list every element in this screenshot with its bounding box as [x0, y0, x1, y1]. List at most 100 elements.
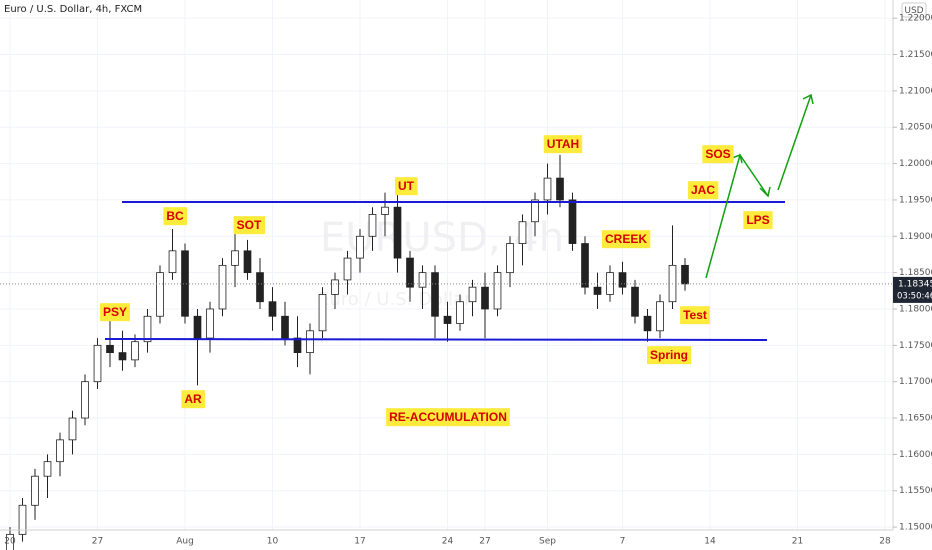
- price-axis: [893, 0, 932, 550]
- annotation: BC: [166, 209, 184, 223]
- candle-body: [56, 439, 64, 463]
- annotation: UTAH: [547, 137, 579, 151]
- annotation-bg: [181, 390, 205, 409]
- last-price-label: 1.18345: [898, 279, 932, 289]
- x-tick-label: Sep: [539, 537, 556, 547]
- candle-body: [343, 257, 352, 281]
- candle-body: [106, 344, 114, 354]
- annotation-bg: [680, 306, 710, 325]
- candle-body: [581, 243, 589, 288]
- candle-body: [318, 294, 327, 332]
- candle-body: [143, 315, 152, 343]
- annotation-bg: [163, 207, 187, 226]
- candle-body: [518, 221, 527, 244]
- candle-body: [256, 272, 264, 303]
- y-tick-label: 1.20000: [899, 159, 932, 169]
- candle-body: [306, 330, 314, 354]
- candle-body: [93, 344, 102, 383]
- annotation: SOS: [705, 147, 730, 161]
- annotation: CREEK: [605, 232, 647, 246]
- y-tick-label: 1.16500: [899, 414, 932, 424]
- candle-body: [131, 341, 139, 361]
- candle-body: [356, 235, 364, 259]
- candle-body: [18, 504, 27, 535]
- candle-body: [443, 315, 452, 324]
- candle-body: [331, 279, 339, 295]
- candle-body: [456, 301, 464, 324]
- annotation-bg: [647, 346, 691, 365]
- candle-body: [231, 250, 239, 266]
- x-tick-label: 27: [479, 537, 490, 547]
- projection-arrow: [777, 94, 812, 191]
- annotation-bg: [743, 211, 773, 230]
- x-tick-label: 10: [267, 537, 279, 547]
- y-tick-label: 1.21000: [899, 86, 932, 96]
- annotation: UT: [398, 179, 415, 193]
- last-price-box: [893, 276, 932, 303]
- candle-body: [593, 286, 602, 295]
- arrow-head: [759, 186, 771, 198]
- candle-body: [156, 272, 164, 317]
- candle-body: [368, 214, 377, 237]
- countdown: 03:50:46: [897, 291, 932, 301]
- arrow-head: [731, 154, 743, 164]
- candle-body: [43, 461, 52, 477]
- x-tick-label: Aug: [176, 537, 194, 547]
- drawings: [104, 93, 814, 341]
- annotation-bg: [386, 408, 510, 427]
- candle-body: [218, 264, 227, 310]
- x-tick-label: 24: [442, 537, 454, 547]
- annotation: Spring: [650, 348, 688, 362]
- x-tick-label: 27: [92, 537, 103, 547]
- watermark-subtitle: Euro / U.S. Dollar: [318, 289, 472, 310]
- currency-box: [901, 2, 927, 18]
- y-tick-label: 1.18000: [899, 304, 932, 314]
- candle-body: [493, 272, 502, 310]
- candle-body: [206, 308, 214, 339]
- y-tick-label: 1.17000: [899, 377, 932, 387]
- chart-title: Euro / U.S. Dollar, 4h, FXCM: [4, 4, 142, 15]
- candle-body: [81, 381, 89, 419]
- candle-body: [418, 272, 427, 288]
- candle-body: [268, 301, 277, 317]
- candle-body: [118, 352, 127, 361]
- y-tick-label: 1.19000: [899, 232, 932, 242]
- x-tick-label: 7: [620, 537, 626, 547]
- arrow-head: [802, 93, 814, 105]
- annotation-bg: [99, 303, 131, 322]
- candle-body: [543, 177, 552, 201]
- y-tick-label: 1.17500: [899, 341, 932, 351]
- y-tick-label: 1.20500: [899, 123, 932, 133]
- candle-body: [643, 315, 652, 332]
- candle-body: [193, 315, 202, 339]
- y-tick-label: 1.21500: [899, 50, 932, 60]
- candle-body: [531, 199, 539, 223]
- candle-body: [656, 301, 664, 332]
- candle-body: [393, 206, 402, 259]
- candle-body: [618, 272, 627, 288]
- candle-body: [431, 272, 439, 317]
- x-tick-label: 20: [4, 537, 16, 547]
- candle-body: [243, 250, 252, 274]
- y-tick-label: 1.18500: [899, 268, 932, 278]
- annotation-bg: [233, 216, 266, 235]
- annotation-bg: [702, 145, 734, 164]
- annotation: AR: [184, 392, 202, 406]
- annotation: PSY: [103, 305, 127, 319]
- annotation-bg: [543, 135, 583, 154]
- candle-body: [181, 250, 189, 317]
- candle-body: [481, 286, 489, 310]
- x-tick-label: 17: [354, 537, 365, 547]
- support-line: [104, 338, 768, 341]
- x-tick-label: 14: [704, 537, 716, 547]
- candle-body: [6, 533, 14, 550]
- candle-body: [568, 199, 577, 244]
- candle-body: [556, 177, 564, 201]
- x-tick-label: 28: [879, 537, 891, 547]
- annotation-bg: [395, 177, 418, 196]
- y-tick-label: 1.22000: [899, 14, 932, 24]
- annotation-bg: [601, 230, 651, 249]
- annotation: Test: [683, 308, 707, 322]
